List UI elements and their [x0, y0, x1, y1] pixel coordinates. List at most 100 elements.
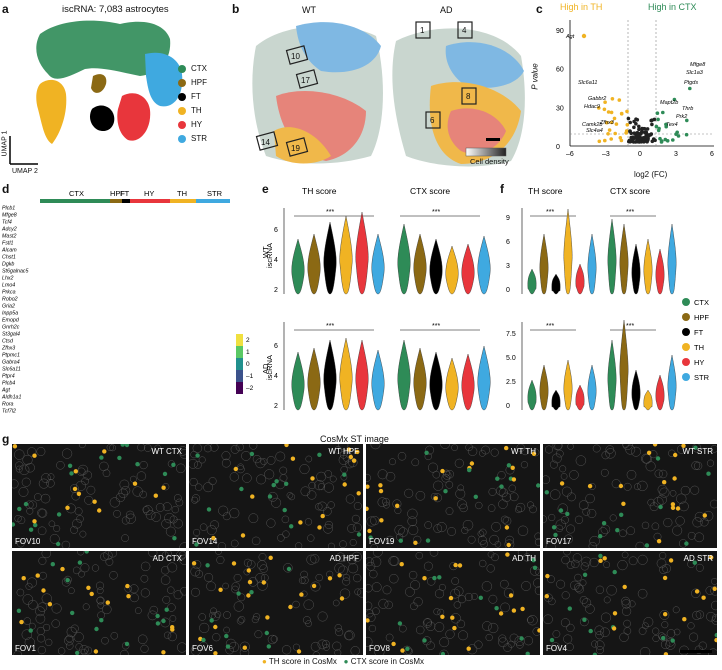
fov-label: WT STR [682, 447, 713, 456]
heatmap-group-bar [110, 199, 122, 203]
violin-e-ytick: 2 [274, 287, 278, 294]
volcano-point [653, 138, 657, 143]
gene-label-left: Slc6a11 [578, 80, 597, 86]
heatmap-gene-label: Agt [1, 388, 10, 394]
violin-f-shape [643, 238, 653, 295]
volcano-point [645, 135, 650, 140]
heatmap-group-label: TH [177, 189, 187, 198]
heatmap-gene-label: Adcy2 [1, 227, 17, 233]
high-th-label: High in TH [560, 2, 603, 12]
violin-f-shape [527, 379, 537, 411]
heatmap-group-bar [122, 199, 130, 203]
wt-box-17: 17 [301, 76, 310, 85]
volcano-point [642, 136, 646, 140]
volcano-point [602, 107, 607, 112]
heatmap-group-bar [170, 199, 196, 203]
ctx-score-header: CTX score [410, 186, 450, 196]
violin-e-ylab: iscRNA [265, 243, 274, 268]
legend-dot [178, 120, 186, 129]
volcano-point [672, 97, 677, 102]
heatmap-gene-label: Chst1 [2, 255, 16, 261]
spatial-wt-label: WT [302, 5, 316, 15]
umap-legend-item: TH [178, 104, 207, 118]
umap-legend-item: HPF [178, 76, 207, 90]
gene-label-right: Prk2 [676, 114, 687, 120]
violin-e-ylab2: iscRNA [265, 355, 274, 380]
volcano-ytick: 90 [556, 28, 564, 35]
violin-e-shape [307, 233, 321, 295]
gene-label-right: Ptgds [684, 80, 698, 86]
volcano-point [637, 124, 641, 129]
violin-e-shape [371, 349, 385, 411]
cell-density-label: Cell density [470, 157, 509, 166]
fov-image: FOV4 AD STR [543, 551, 717, 655]
violin-f-shape [575, 384, 585, 411]
heatmap-gene-label: Mfge8 [2, 213, 17, 219]
legend-label: HY [191, 120, 203, 129]
gene-label-left: Gabbr2 [588, 96, 606, 102]
heatmap-gene-label: Ptpmc1 [2, 353, 20, 359]
violin-f-shape [539, 233, 549, 295]
th-legend-dot: ● [262, 657, 267, 666]
violin-e-shape [413, 233, 427, 295]
volcano-point [640, 126, 644, 131]
volcano-ytick: 0 [556, 144, 560, 151]
fov-label: AD HPF [329, 554, 359, 563]
heatmap-gene-label: Plcb4 [2, 381, 15, 387]
violin-e-group: AD [262, 363, 270, 374]
fov-image: FOV17 WT STR [543, 444, 717, 548]
volcano-point [603, 138, 607, 143]
violin-e-ytick: 6 [274, 343, 278, 350]
violin-e-shape [323, 339, 337, 411]
volcano-xtick: –6 [566, 151, 574, 158]
heatmap-scale-tick: 0 [246, 361, 250, 368]
volcano-point [626, 116, 631, 121]
heatmap-scale-tick: 1 [246, 349, 250, 356]
violin-legend-label: STR [694, 373, 710, 382]
panel-letter-g: g [2, 432, 10, 446]
volcano-point [650, 122, 654, 127]
violin-f-shape [527, 268, 537, 295]
umap-legend-item: CTX [178, 62, 207, 76]
violin-f-shape [551, 389, 561, 411]
volcano-point [609, 120, 614, 125]
gene-label-right: Slc1a3 [686, 70, 704, 76]
gene-label-left: Slc4a4 [586, 128, 603, 134]
fov-cells [366, 444, 540, 548]
umap-plot [9, 20, 183, 165]
heatmap-scale-tick: –1 [246, 373, 254, 380]
volcano-point [642, 139, 646, 143]
violin-f-shape [539, 364, 549, 411]
panel-letter-e: e [262, 182, 269, 196]
heatmap-scale-block [236, 358, 243, 370]
volcano-point [684, 132, 689, 137]
cosmx-title: CosMx ST image [320, 434, 389, 444]
volcano-point [640, 130, 644, 134]
volcano-point [613, 131, 617, 136]
volcano-point [614, 122, 619, 126]
volcano-point [645, 139, 649, 144]
umap-cluster-hpf [91, 74, 107, 93]
umap-cluster-ctx [36, 20, 171, 79]
wt-box-19: 19 [291, 144, 300, 153]
gene-label-left: Camk2b [582, 122, 602, 128]
ctx-score-header-f: CTX score [610, 186, 650, 196]
panel-a-title: iscRNA: 7,083 astrocytes [62, 4, 169, 15]
fov-image: FOV6 AD HPF [189, 551, 363, 655]
heatmap-gene-label: Gnrh2c [2, 325, 20, 331]
volcano-ylabel: P value [530, 63, 540, 90]
legend-dot [178, 78, 186, 87]
volcano-point-agt [581, 33, 587, 39]
ad-box-4: 4 [462, 26, 467, 35]
violin-e-sig: *** [326, 209, 334, 216]
fov-name: FOV4 [546, 644, 567, 653]
gene-label-left: Hdac9 [584, 104, 600, 110]
violin-f-shape [667, 354, 677, 411]
violin-f-shape [587, 364, 597, 411]
violin-f-shape [619, 319, 629, 411]
violin-e-shape [461, 243, 475, 295]
violin-legend-label: TH [694, 343, 704, 352]
volcano-point [671, 138, 675, 142]
violin-f-ytick: 9 [506, 215, 510, 222]
